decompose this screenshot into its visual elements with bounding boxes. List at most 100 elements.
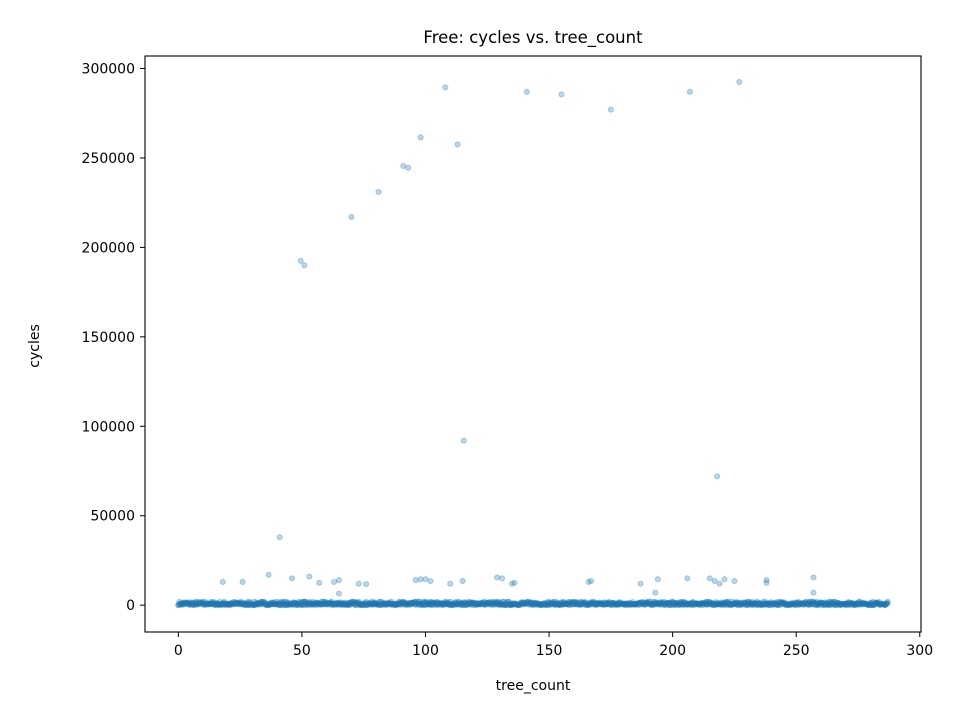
data-point <box>607 106 614 113</box>
data-point <box>597 600 604 607</box>
data-point <box>659 599 666 607</box>
data-point <box>692 599 699 607</box>
data-point <box>695 600 702 608</box>
data-point <box>424 601 431 608</box>
data-point <box>458 601 465 608</box>
data-point <box>400 162 407 170</box>
data-point <box>367 601 374 608</box>
data-point <box>527 599 534 607</box>
data-point <box>267 601 275 608</box>
data-point <box>337 599 345 606</box>
data-point <box>328 601 335 609</box>
data-point <box>819 601 826 609</box>
data-point <box>459 577 466 585</box>
data-point <box>326 600 333 607</box>
data-point <box>782 600 789 607</box>
data-point <box>869 598 877 605</box>
data-point <box>863 601 870 608</box>
data-point <box>672 601 679 609</box>
data-point <box>345 600 352 607</box>
data-point <box>537 601 544 608</box>
data-point <box>738 600 745 607</box>
data-point <box>637 580 644 587</box>
data-point <box>396 599 403 606</box>
data-point <box>848 600 855 607</box>
data-point <box>176 601 184 608</box>
data-point <box>730 600 737 608</box>
data-point <box>748 600 755 607</box>
data-point <box>663 600 671 607</box>
data-point <box>272 600 280 607</box>
data-point <box>324 601 332 608</box>
data-point <box>700 601 707 609</box>
data-point <box>794 599 801 606</box>
data-point <box>573 600 580 608</box>
data-point <box>711 601 718 608</box>
data-point <box>330 601 338 608</box>
data-point <box>433 598 440 606</box>
data-point <box>398 600 406 607</box>
data-point <box>611 600 618 607</box>
data-point <box>479 599 486 606</box>
data-point <box>807 598 814 605</box>
data-point <box>736 78 743 86</box>
data-point <box>747 601 755 608</box>
data-point <box>589 599 596 606</box>
data-point <box>321 601 328 608</box>
data-point <box>590 598 597 606</box>
data-point <box>734 602 742 609</box>
data-point <box>452 600 459 607</box>
data-point <box>762 600 769 607</box>
data-point <box>448 602 455 609</box>
data-point <box>490 600 498 607</box>
data-point <box>413 600 420 608</box>
data-point <box>366 599 373 606</box>
data-point <box>731 600 738 608</box>
data-point <box>372 600 379 607</box>
data-point <box>463 601 470 608</box>
y-tick-label: 200000 <box>82 240 135 256</box>
data-point <box>457 601 464 608</box>
data-point <box>520 600 527 607</box>
data-point <box>716 601 723 608</box>
data-point <box>643 600 650 607</box>
data-point <box>621 601 628 608</box>
data-point <box>253 599 260 607</box>
data-point <box>516 601 523 608</box>
data-point <box>417 134 424 141</box>
data-point <box>333 600 340 607</box>
data-point <box>541 599 548 606</box>
data-point <box>495 599 502 606</box>
data-point <box>447 598 454 605</box>
data-point <box>207 600 214 607</box>
data-point <box>784 601 791 608</box>
data-point <box>611 600 618 607</box>
data-point <box>623 601 631 608</box>
data-point <box>696 600 703 607</box>
data-point <box>868 601 875 609</box>
data-point <box>482 600 490 607</box>
data-point <box>261 600 268 608</box>
data-point <box>317 601 324 608</box>
data-point <box>255 599 262 607</box>
data-point <box>545 601 553 608</box>
data-point <box>511 600 518 608</box>
data-point <box>863 600 870 607</box>
data-point <box>496 600 503 607</box>
data-point <box>195 600 202 607</box>
data-point <box>594 600 601 607</box>
data-point <box>582 599 589 606</box>
data-point <box>185 599 192 606</box>
data-point <box>727 601 734 608</box>
data-point <box>241 602 249 609</box>
data-point <box>436 599 443 606</box>
data-point <box>335 577 343 584</box>
data-point <box>788 600 795 607</box>
data-point <box>405 164 412 171</box>
data-point <box>857 600 864 607</box>
data-point <box>429 599 436 607</box>
data-point <box>584 601 591 608</box>
data-point <box>641 601 648 608</box>
data-point <box>510 600 517 607</box>
data-point <box>685 600 692 607</box>
